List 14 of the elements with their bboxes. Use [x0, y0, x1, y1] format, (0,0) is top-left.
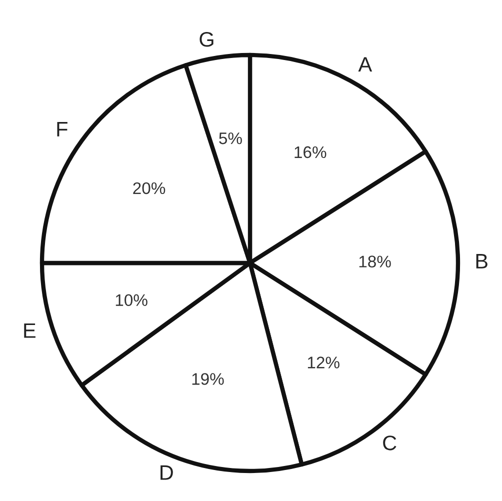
- data-label: 5%: [219, 132, 242, 144]
- data-label: 12%: [308, 356, 340, 368]
- data-label: 19%: [192, 373, 224, 385]
- slice-label: F: [57, 122, 68, 136]
- slice-label: E: [24, 323, 36, 338]
- slice-label: D: [160, 465, 173, 480]
- data-label: 16%: [294, 146, 326, 158]
- slice-label: A: [358, 57, 372, 72]
- data-label: 18%: [359, 256, 391, 268]
- slice-label: G: [200, 32, 214, 47]
- slice-label: C: [383, 436, 396, 450]
- slice-label: B: [476, 254, 488, 268]
- data-label: 20%: [133, 182, 166, 194]
- data-label: 10%: [116, 294, 148, 306]
